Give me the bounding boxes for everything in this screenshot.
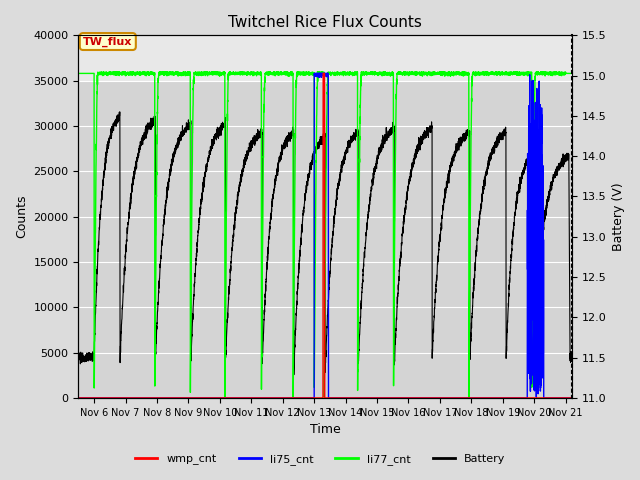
Text: TW_flux: TW_flux — [83, 36, 132, 47]
Bar — [79, 36, 572, 81]
Bar — [79, 81, 572, 398]
Y-axis label: Battery (V): Battery (V) — [612, 182, 625, 251]
Y-axis label: Counts: Counts — [15, 195, 28, 239]
X-axis label: Time: Time — [310, 423, 340, 436]
Legend: wmp_cnt, li75_cnt, li77_cnt, Battery: wmp_cnt, li75_cnt, li77_cnt, Battery — [131, 450, 509, 469]
Title: Twitchel Rice Flux Counts: Twitchel Rice Flux Counts — [228, 15, 422, 30]
